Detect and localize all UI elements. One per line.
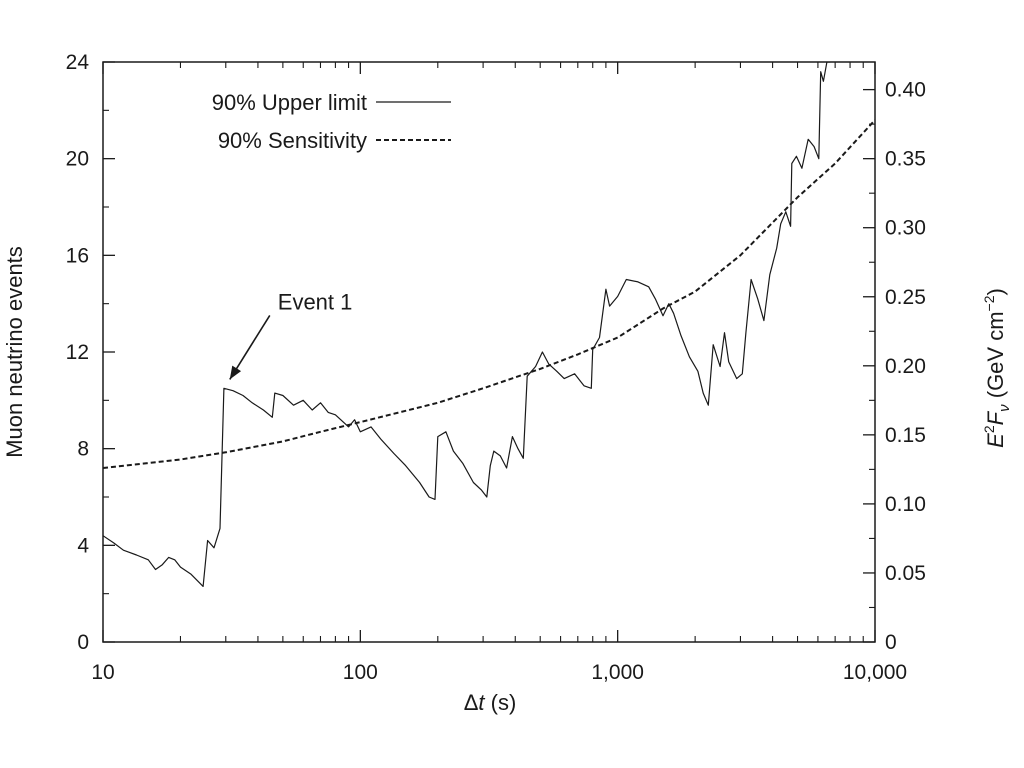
series-line-sensitivity: [103, 119, 875, 469]
y-left-tick-label: 24: [66, 51, 90, 74]
y-right-tick-label: 0.25: [885, 286, 926, 309]
y-right-title-f: F: [983, 410, 1008, 425]
y-right-title-e: E: [983, 433, 1008, 448]
legend-label-upper-limit: 90% Upper limit: [212, 90, 367, 115]
y-right-tick-label: 0.10: [885, 493, 926, 516]
x-axis-title-delta: Δ: [464, 690, 479, 715]
y-right-title-unit-close: ): [983, 288, 1008, 295]
y-left-tick-label: 20: [66, 148, 89, 171]
y-right-title-unit-exp: −2: [981, 295, 997, 311]
annotation-layer: Event 1: [229, 289, 353, 380]
plot-area: 10 100 1,000 10,000 0 4 8 12 16 20 24 0 0.05 0.10 0.…: [66, 51, 926, 684]
y-right-tick-label: 0: [885, 631, 897, 654]
y-right-tick-label: 0.40: [885, 79, 926, 102]
x-axis-title-var: t: [478, 690, 485, 715]
series-line-upper-limit: [103, 62, 831, 587]
x-axis-title: Δt (s): [464, 690, 517, 715]
y-left-axis-title: Muon neutrino events: [2, 246, 27, 458]
y-right-title-sup: 2: [981, 425, 997, 433]
y-right-tick-label: 0.15: [885, 424, 926, 447]
x-tick-label: 10,000: [843, 661, 907, 684]
y-left-tick-label: 16: [66, 244, 89, 267]
y-right-axis-title: E2Fν (GeV cm−2): [981, 288, 1013, 448]
y-left-tick-label: 0: [77, 631, 89, 654]
x-tick-label: 100: [343, 661, 378, 684]
legend-label-sensitivity: 90% Sensitivity: [218, 128, 367, 153]
x-axis-title-unit: (s): [485, 690, 517, 715]
x-axis-ticks: 10 100 1,000 10,000: [91, 62, 907, 684]
y-right-axis-ticks: 0 0.05 0.10 0.15 0.20 0.25 0.30 0.35 0.40: [863, 79, 926, 654]
legend: 90% Upper limit 90% Sensitivity: [212, 90, 451, 153]
annotation-arrow-head: [229, 365, 242, 380]
y-right-tick-label: 0.30: [885, 217, 926, 240]
annotation-event-1: Event 1: [278, 289, 353, 314]
y-left-tick-label: 8: [77, 438, 89, 461]
x-tick-label: 10: [91, 661, 114, 684]
y-right-tick-label: 0.35: [885, 148, 926, 171]
x-tick-label: 1,000: [591, 661, 644, 684]
y-right-tick-label: 0.20: [885, 355, 926, 378]
y-right-title-unit-open: (GeV cm: [983, 311, 1008, 404]
y-left-axis-ticks: 0 4 8 12 16 20 24: [66, 51, 115, 654]
series-layer: [103, 62, 875, 587]
y-right-tick-label: 0.05: [885, 562, 926, 585]
y-left-tick-label: 12: [66, 341, 89, 364]
y-left-tick-label: 4: [77, 534, 89, 557]
y-right-title-nu: ν: [996, 404, 1013, 412]
